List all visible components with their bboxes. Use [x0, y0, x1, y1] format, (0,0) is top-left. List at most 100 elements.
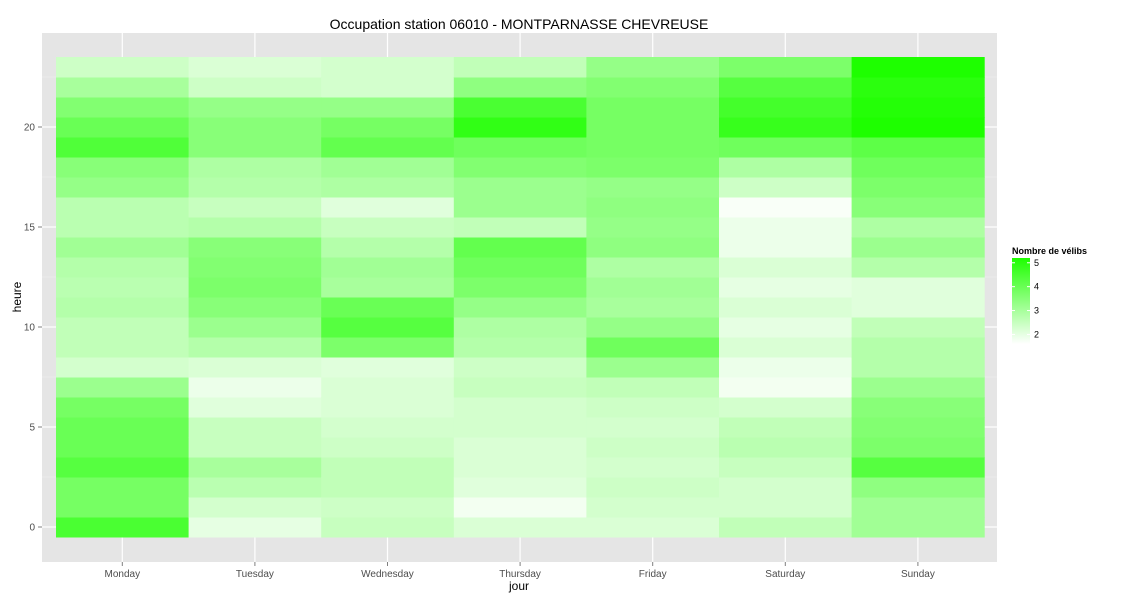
y-tick-label: 0: [29, 523, 35, 534]
heatmap-tile: [851, 417, 985, 438]
heatmap-tile: [586, 377, 720, 398]
heatmap-tile: [719, 397, 853, 418]
heatmap-tile: [188, 217, 322, 238]
x-tick-label: Sunday: [901, 569, 935, 580]
heatmap-tile: [586, 177, 720, 198]
heatmap-tile: [586, 117, 720, 138]
heatmap-tile: [586, 237, 720, 258]
heatmap-tile: [586, 97, 720, 118]
heatmap-tile: [56, 117, 190, 138]
heatmap-tile: [719, 337, 853, 358]
heatmap-tile: [453, 217, 587, 238]
heatmap-tile: [453, 137, 587, 158]
heatmap-tile: [453, 517, 587, 538]
heatmap-tile: [586, 77, 720, 98]
heatmap-tile: [188, 57, 322, 78]
heatmap-tile: [719, 217, 853, 238]
heatmap-tile: [453, 57, 587, 78]
legend-title: Nombre de vélibs: [1012, 246, 1087, 256]
heatmap-tile: [321, 157, 455, 178]
heatmap-tile: [851, 77, 985, 98]
heatmap-tile: [321, 297, 455, 318]
heatmap-tile: [453, 177, 587, 198]
heatmap-tile: [586, 277, 720, 298]
heatmap-tile: [453, 377, 587, 398]
x-axis-title: jour: [508, 579, 529, 593]
heatmap-tile: [188, 297, 322, 318]
heatmap-tile: [453, 497, 587, 518]
y-tick-label: 20: [24, 123, 36, 134]
heatmap-tile: [188, 157, 322, 178]
heatmap-tile: [188, 97, 322, 118]
heatmap-tile: [851, 517, 985, 538]
heatmap-tile: [719, 157, 853, 178]
heatmap-tile: [851, 197, 985, 218]
heatmap-tile: [321, 237, 455, 258]
legend-tick-label: 5: [1034, 258, 1039, 268]
heatmap-tile: [321, 517, 455, 538]
heatmap-tile: [719, 297, 853, 318]
heatmap-tile: [56, 417, 190, 438]
heatmap-tile: [188, 257, 322, 278]
heatmap-tile: [719, 177, 853, 198]
heatmap-tile: [719, 137, 853, 158]
heatmap-tile: [453, 77, 587, 98]
heatmap-tile: [56, 177, 190, 198]
heatmap-tile: [56, 477, 190, 498]
heatmap-tile: [851, 117, 985, 138]
x-tick-label: Tuesday: [236, 569, 274, 580]
heatmap-tile: [586, 257, 720, 278]
heatmap-tile: [321, 197, 455, 218]
heatmap-tile: [586, 497, 720, 518]
x-tick-label: Saturday: [765, 569, 805, 580]
heatmap-tile: [321, 357, 455, 378]
heatmap-tile: [56, 457, 190, 478]
heatmap-tile: [719, 237, 853, 258]
heatmap-tile: [851, 97, 985, 118]
heatmap-tile: [321, 437, 455, 458]
x-tick-label: Thursday: [499, 569, 541, 580]
heatmap-tile: [719, 277, 853, 298]
heatmap-tile: [453, 437, 587, 458]
heatmap-tile: [321, 477, 455, 498]
heatmap-tile: [719, 57, 853, 78]
heatmap-tile: [188, 357, 322, 378]
heatmap-tile: [188, 77, 322, 98]
heatmap-tile: [321, 317, 455, 338]
chart-title: Occupation station 06010 - MONTPARNASSE …: [330, 16, 709, 32]
heatmap-tile: [586, 437, 720, 458]
heatmap-tile: [719, 357, 853, 378]
legend-colorbar: [1012, 258, 1030, 344]
heatmap-tile: [851, 397, 985, 418]
heatmap-tile: [56, 337, 190, 358]
heatmap-tile: [188, 457, 322, 478]
heatmap-tile: [453, 297, 587, 318]
heatmap-tile: [586, 457, 720, 478]
heatmap-tile: [453, 97, 587, 118]
heatmap-tile: [719, 377, 853, 398]
heatmap-tile: [56, 277, 190, 298]
heatmap-tile: [851, 337, 985, 358]
heatmap-tile: [56, 217, 190, 238]
heatmap-tile: [188, 377, 322, 398]
heatmap-tile: [586, 397, 720, 418]
heatmap-tile: [56, 57, 190, 78]
heatmap-tile: [453, 197, 587, 218]
heatmap-tile: [719, 437, 853, 458]
heatmap-tile: [321, 77, 455, 98]
heatmap-tile: [56, 237, 190, 258]
heatmap-tile: [851, 377, 985, 398]
heatmap-tile: [453, 477, 587, 498]
heatmap-tile: [56, 77, 190, 98]
heatmap-tile: [851, 357, 985, 378]
heatmap-tile: [719, 317, 853, 338]
heatmap-tile: [851, 177, 985, 198]
heatmap-tile: [851, 217, 985, 238]
heatmap-tile: [321, 397, 455, 418]
heatmap-tile: [321, 417, 455, 438]
y-axis-ticks: 0 5 10 15 20: [24, 123, 42, 534]
heatmap-tile: [321, 137, 455, 158]
heatmap-tile: [586, 517, 720, 538]
heatmap-tile: [719, 517, 853, 538]
heatmap-tile: [56, 437, 190, 458]
